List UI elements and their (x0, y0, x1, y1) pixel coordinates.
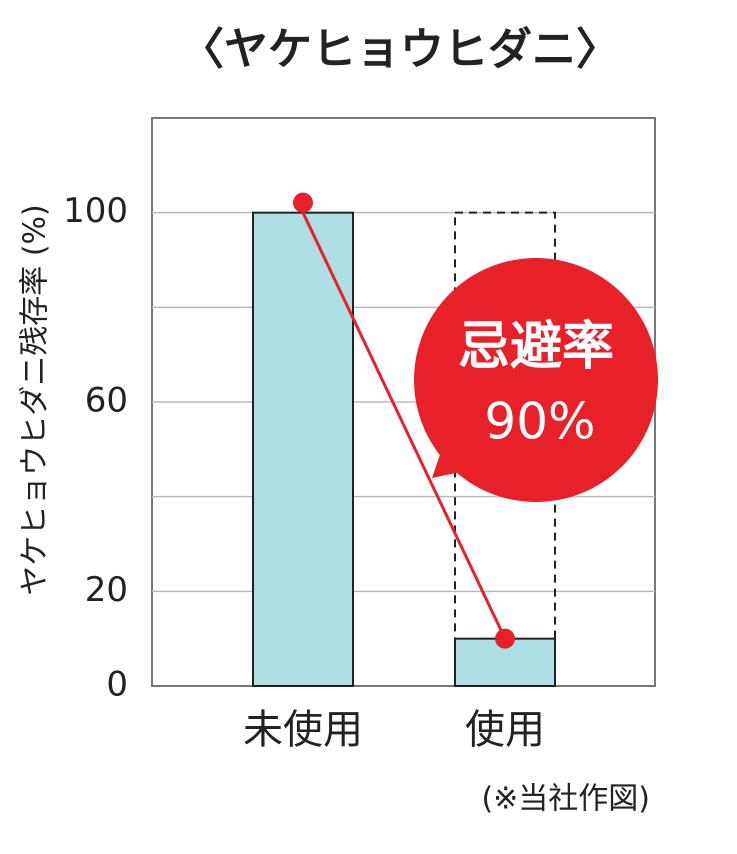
point (293, 192, 313, 213)
trend-line (301, 212, 507, 640)
x-tick-label: 未使用 (243, 707, 363, 753)
chart-title: 〈ヤケヒョウヒダニ〉 (180, 24, 620, 75)
annotation-text: 忌避率 (458, 317, 614, 377)
y-tick-label: 100 (63, 191, 128, 231)
annotation-text: 90% (484, 393, 595, 451)
y-tick-label: 20 (85, 570, 128, 610)
y-tick-label: 60 (85, 381, 128, 421)
footnote: (※当社作図) (481, 782, 650, 817)
annotation-bubble (414, 258, 658, 502)
point (495, 628, 515, 649)
y-axis-label: ヤケヒョウヒダニ残存率 (%) (18, 204, 53, 595)
x-tick-label: 使用 (465, 707, 545, 753)
y-tick-label: 0 (106, 665, 128, 705)
